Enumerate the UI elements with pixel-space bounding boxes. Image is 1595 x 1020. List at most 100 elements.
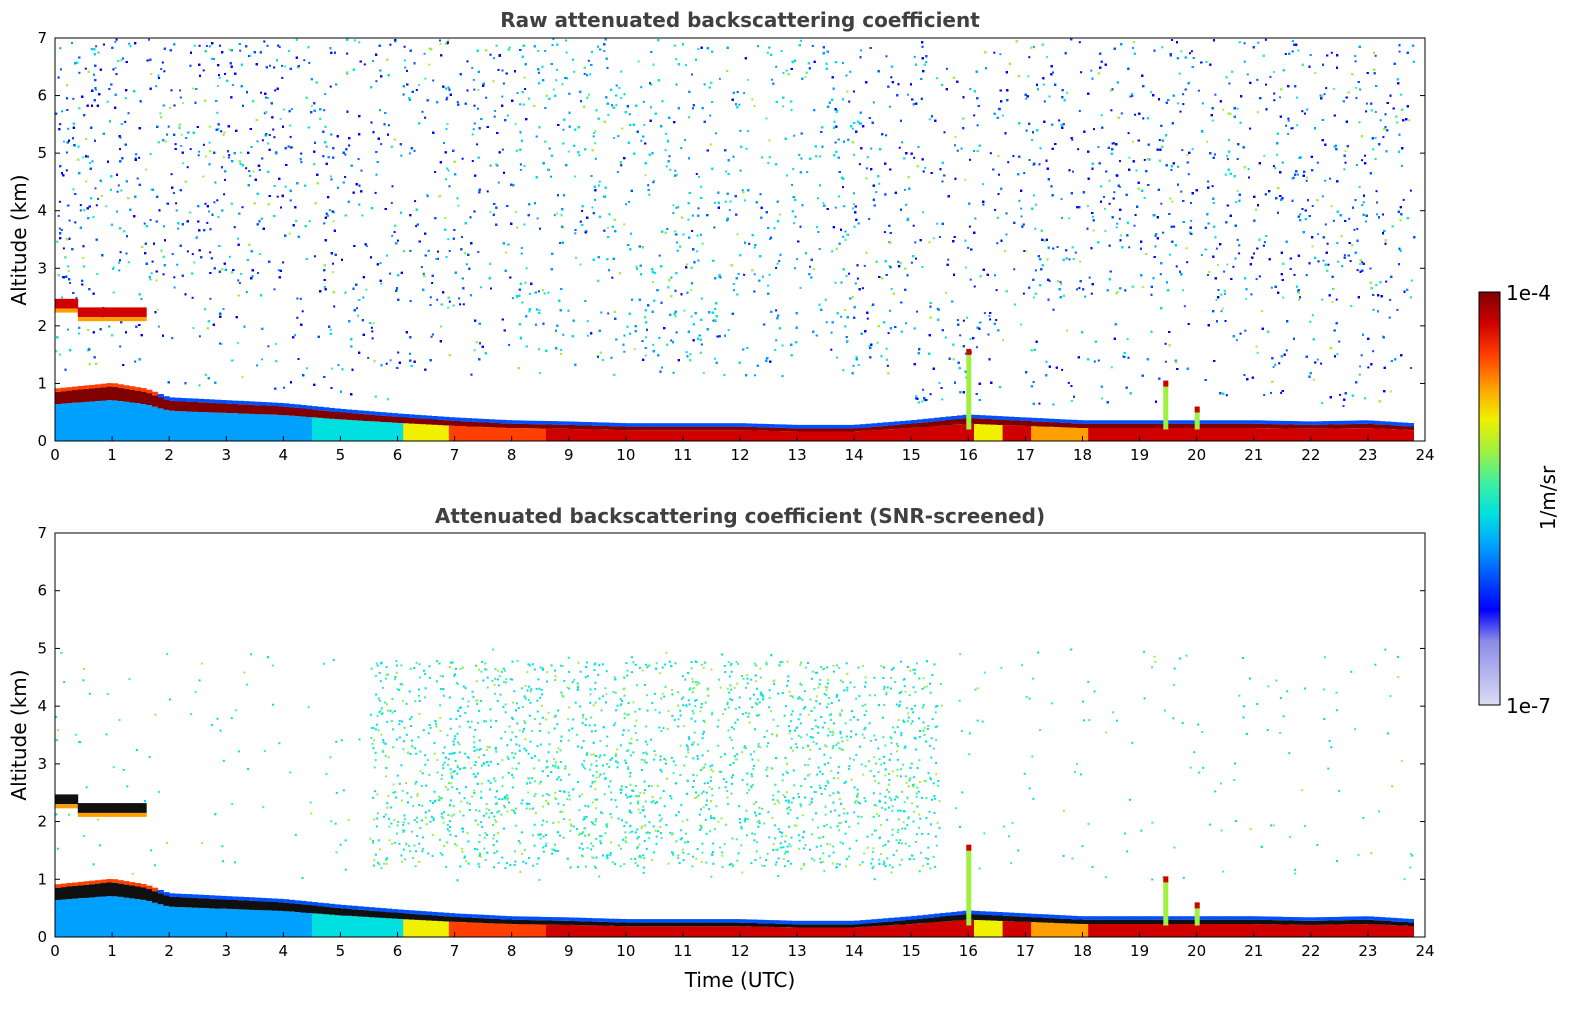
noise-point	[589, 73, 592, 76]
noise-point	[127, 261, 130, 264]
noise-point	[1093, 128, 1095, 131]
noise-point	[218, 74, 220, 77]
noise-point	[700, 343, 703, 346]
noise-point	[328, 209, 331, 212]
noise-point	[697, 48, 700, 51]
noise-point	[134, 157, 137, 160]
noise-point	[60, 229, 63, 231]
noise-point	[794, 267, 796, 270]
noise-point	[683, 309, 686, 312]
noise-point	[675, 331, 678, 334]
noise-point	[551, 44, 554, 47]
noise-point	[845, 336, 848, 338]
noise-point	[1306, 108, 1309, 111]
noise-point	[1382, 335, 1385, 338]
noise-point	[775, 339, 778, 342]
noise-point	[1269, 75, 1272, 78]
noise-point	[283, 386, 286, 389]
noise-point	[853, 153, 856, 156]
noise-point	[198, 44, 201, 47]
noise-point	[523, 76, 526, 79]
noise-point	[525, 267, 528, 270]
noise-point	[1287, 133, 1290, 135]
noise-point	[1304, 112, 1306, 115]
noise-point	[150, 272, 153, 275]
noise-point	[1235, 339, 1238, 342]
noise-point	[538, 290, 540, 293]
noise-point	[581, 210, 584, 212]
noise-point	[672, 204, 675, 207]
noise-point	[713, 201, 716, 204]
noise-point	[1301, 110, 1304, 113]
noise-point	[890, 76, 893, 79]
noise-point	[769, 238, 771, 240]
noise-point	[786, 174, 789, 177]
noise-point	[177, 227, 180, 230]
noise-point	[439, 39, 441, 42]
noise-point	[281, 76, 284, 79]
noise-point	[1223, 289, 1226, 292]
noise-point	[1127, 132, 1130, 135]
noise-point	[179, 96, 182, 99]
noise-point	[689, 353, 692, 356]
noise-point	[779, 213, 781, 216]
noise-point	[1361, 204, 1364, 207]
noise-point	[601, 359, 604, 361]
noise-point	[1119, 234, 1122, 237]
noise-point	[236, 341, 239, 344]
noise-point	[208, 45, 211, 48]
noise-point	[922, 170, 925, 173]
noise-point	[424, 116, 427, 119]
noise-point	[967, 246, 970, 249]
noise-point	[973, 114, 976, 117]
noise-point	[1326, 242, 1329, 245]
noise-point	[811, 44, 814, 47]
noise-point	[171, 253, 174, 256]
noise-point	[1243, 60, 1246, 63]
noise-point	[1285, 124, 1288, 127]
noise-point	[1158, 139, 1161, 142]
noise-point	[1235, 201, 1238, 204]
noise-point	[1217, 263, 1219, 266]
noise-point	[1048, 280, 1051, 283]
noise-point	[751, 98, 754, 101]
noise-point	[1020, 323, 1023, 326]
noise-point	[1410, 279, 1413, 282]
noise-point	[290, 108, 293, 111]
noise-point	[886, 364, 889, 367]
noise-point	[1408, 119, 1411, 122]
noise-point	[379, 109, 381, 112]
noise-point	[380, 143, 383, 146]
noise-point	[1227, 139, 1230, 142]
noise-point	[175, 209, 178, 212]
noise-point	[409, 152, 411, 155]
noise-point	[67, 127, 70, 130]
noise-point	[702, 372, 705, 375]
noise-point	[1290, 127, 1293, 130]
noise-point	[485, 96, 488, 99]
noise-point	[275, 342, 277, 345]
noise-point	[1353, 228, 1356, 231]
noise-point	[289, 199, 292, 202]
noise-point	[277, 44, 280, 47]
noise-point	[1365, 220, 1368, 223]
noise-point	[363, 63, 366, 66]
noise-point	[556, 68, 558, 71]
noise-point	[360, 169, 363, 172]
noise-point	[766, 51, 769, 54]
noise-point	[458, 297, 461, 300]
noise-point	[1359, 365, 1362, 368]
noise-point	[245, 167, 248, 170]
noise-point	[1355, 164, 1358, 167]
noise-point	[1182, 93, 1185, 96]
noise-point	[1171, 39, 1174, 41]
noise-point	[1236, 238, 1239, 241]
noise-point	[817, 197, 819, 200]
noise-point	[428, 63, 431, 66]
noise-point	[1317, 260, 1320, 263]
noise-point	[778, 260, 781, 263]
noise-point	[1178, 72, 1181, 75]
noise-point	[59, 123, 62, 126]
noise-point	[684, 64, 687, 67]
